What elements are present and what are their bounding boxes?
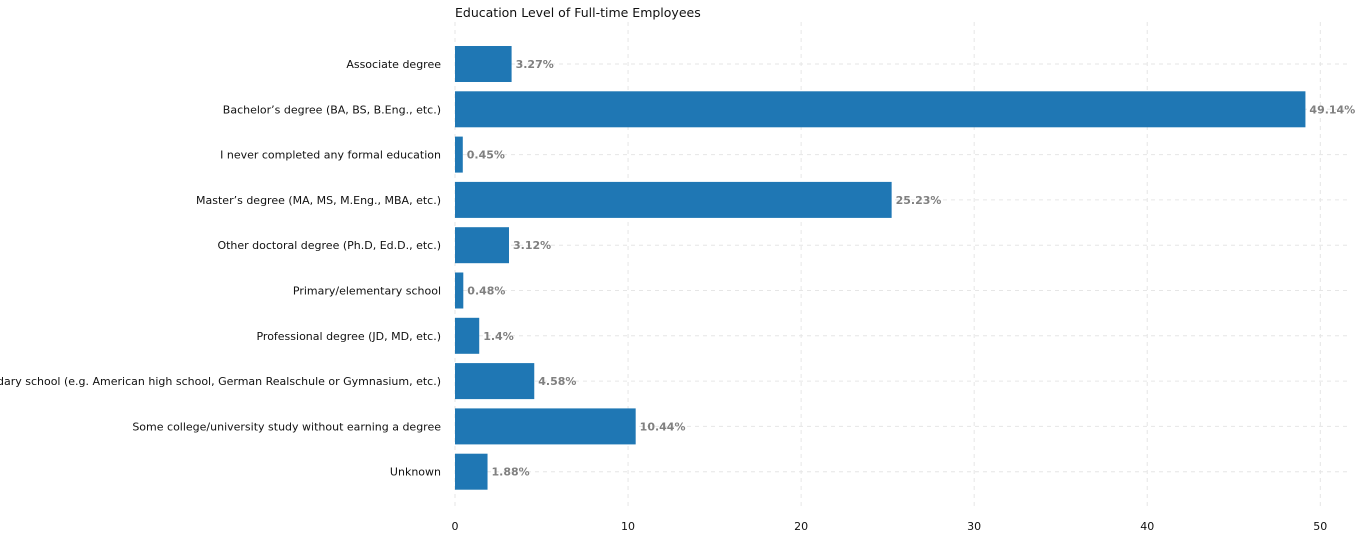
x-tick-label: 20	[794, 520, 808, 533]
bar	[455, 453, 488, 490]
category-label: Associate degree	[346, 58, 441, 71]
chart-title: Education Level of Full-time Employees	[455, 5, 701, 20]
bars	[455, 46, 1306, 490]
category-label: I never completed any formal education	[220, 149, 441, 162]
data-label: 10.44%	[640, 420, 686, 433]
value-labels: 3.27% 49.14% 0.45% 25.23% 3.12% 0.48% 1.4% 4.58…	[467, 58, 1355, 479]
data-label: 4.58%	[538, 375, 576, 388]
category-labels: Associate degree Bachelor’s degree (BA, B…	[0, 58, 441, 479]
bar	[455, 46, 512, 82]
x-tick-label: 0	[452, 520, 459, 533]
x-tick-label: 10	[621, 520, 635, 533]
category-label: Other doctoral degree (Ph.D, Ed.D., etc.…	[217, 239, 441, 252]
x-axis-ticks: 0 10 20 30 40 50	[452, 520, 1328, 533]
data-label: 3.27%	[516, 58, 554, 71]
bar	[455, 317, 480, 354]
data-label: 25.23%	[896, 194, 942, 207]
data-label: 1.88%	[492, 466, 530, 479]
category-label: Some college/university study without ea…	[132, 420, 441, 433]
data-label: 49.14%	[1309, 103, 1355, 116]
x-tick-label: 40	[1140, 520, 1154, 533]
category-label: Unknown	[390, 466, 441, 479]
bar	[455, 136, 463, 173]
bar	[455, 227, 509, 264]
x-tick-label: 50	[1313, 520, 1327, 533]
bar	[455, 408, 636, 445]
x-tick-label: 30	[967, 520, 981, 533]
bar	[455, 91, 1306, 128]
data-label: 0.45%	[467, 149, 505, 162]
data-label: 0.48%	[467, 285, 505, 298]
bar	[455, 363, 535, 400]
bar	[455, 272, 464, 309]
data-label: 3.12%	[513, 239, 551, 252]
category-label: Professional degree (JD, MD, etc.)	[256, 330, 441, 343]
bar	[455, 181, 892, 218]
category-label: Master’s degree (MA, MS, M.Eng., MBA, et…	[196, 194, 441, 207]
category-label: Primary/elementary school	[293, 285, 441, 298]
category-label: Bachelor’s degree (BA, BS, B.Eng., etc.)	[223, 103, 441, 116]
category-label: Secondary school (e.g. American high sch…	[0, 375, 441, 388]
data-label: 1.4%	[483, 330, 514, 343]
